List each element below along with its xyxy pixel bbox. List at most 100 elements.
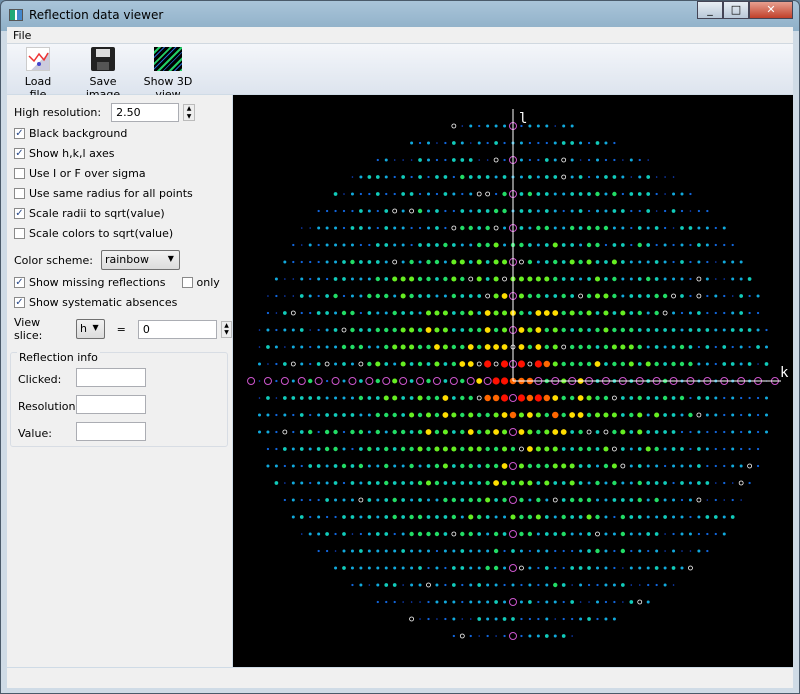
reflection-point[interactable] [317, 430, 320, 434]
menu-file[interactable]: File [13, 29, 32, 42]
reflection-point[interactable] [435, 515, 439, 519]
reflection-point[interactable] [342, 362, 346, 366]
reflection-point[interactable] [334, 226, 338, 230]
reflection-point[interactable] [368, 192, 371, 196]
reflection-point[interactable] [500, 377, 509, 385]
reflection-point[interactable] [409, 362, 414, 366]
reflection-point[interactable] [409, 192, 414, 196]
reflection-point[interactable] [671, 209, 676, 213]
reflection-point[interactable] [477, 481, 482, 485]
reflection-point[interactable] [451, 276, 457, 282]
missing-reflection[interactable] [519, 446, 524, 452]
only-checkbox[interactable] [181, 277, 193, 288]
reflection-point[interactable] [503, 243, 507, 247]
reflection-point[interactable] [393, 566, 397, 570]
reflection-point[interactable] [502, 532, 507, 536]
reflection-point[interactable] [410, 175, 413, 179]
reflection-point[interactable] [359, 243, 363, 247]
reflection-point[interactable] [672, 584, 675, 586]
reflection-point[interactable] [309, 515, 312, 519]
reflection-point[interactable] [400, 293, 406, 299]
reflection-point[interactable] [654, 361, 659, 367]
reflection-point[interactable] [621, 447, 625, 451]
reflection-point[interactable] [325, 396, 329, 400]
reflection-point[interactable] [368, 243, 371, 247]
reflection-point[interactable] [714, 413, 718, 417]
reflection-point[interactable] [713, 515, 718, 519]
reflection-point[interactable] [570, 447, 574, 451]
reflection-point[interactable] [671, 361, 676, 367]
reflection-point[interactable] [764, 362, 769, 366]
reflection-point[interactable] [367, 549, 371, 553]
reflection-point[interactable] [612, 226, 616, 230]
reflection-point[interactable] [400, 361, 406, 367]
reflection-point[interactable] [468, 327, 473, 333]
reflection-point[interactable] [519, 497, 524, 503]
reflection-point[interactable] [723, 430, 726, 434]
reflection-point[interactable] [351, 176, 354, 178]
reflection-point[interactable] [469, 549, 473, 553]
reflection-point[interactable] [460, 395, 465, 401]
reflection-point[interactable] [731, 396, 735, 400]
reflection-point[interactable] [527, 276, 533, 282]
reflection-point[interactable] [671, 447, 676, 451]
reflection-point[interactable] [672, 515, 676, 519]
missing-reflection[interactable] [485, 191, 491, 197]
reflection-point[interactable] [418, 311, 422, 315]
reflection-point[interactable] [519, 226, 524, 230]
reflection-point[interactable] [417, 327, 423, 333]
reflection-point[interactable] [527, 480, 533, 486]
reflection-point[interactable] [629, 481, 633, 485]
reflection-point[interactable] [689, 550, 692, 552]
reflection-point[interactable] [697, 464, 701, 468]
reflection-point[interactable] [544, 344, 549, 350]
reflection-point[interactable] [620, 344, 626, 350]
reflection-point[interactable] [461, 618, 464, 620]
reflection-point[interactable] [655, 583, 658, 587]
reflection-point[interactable] [350, 396, 354, 400]
reflection-point[interactable] [527, 531, 533, 537]
reflection-point[interactable] [638, 549, 642, 553]
reflection-point[interactable] [714, 243, 717, 247]
reflection-point[interactable] [460, 310, 465, 316]
reflection-point[interactable] [350, 498, 354, 502]
reflection-point[interactable] [731, 277, 735, 281]
reflection-point[interactable] [358, 429, 364, 435]
reflection-point[interactable] [528, 226, 532, 230]
reflection-point[interactable] [359, 379, 363, 383]
reflection-point[interactable] [714, 532, 717, 536]
reflection-point[interactable] [535, 446, 541, 452]
reflection-point[interactable] [697, 311, 701, 315]
reflection-point[interactable] [621, 243, 625, 247]
reflection-point[interactable] [723, 464, 726, 468]
reflection-point[interactable] [680, 413, 684, 417]
reflection-point[interactable] [384, 498, 389, 502]
reflection-point[interactable] [426, 531, 431, 537]
reflection-point[interactable] [469, 634, 472, 638]
reflection-point[interactable] [468, 310, 474, 316]
reflection-point[interactable] [359, 328, 363, 332]
reflection-point[interactable] [654, 497, 659, 503]
reflection-point[interactable] [452, 617, 456, 621]
reflection-point[interactable] [655, 464, 659, 468]
reflection-point[interactable] [452, 209, 455, 213]
reflection-point[interactable] [748, 413, 752, 417]
reflection-point[interactable] [419, 601, 421, 603]
missing-reflection[interactable] [493, 225, 499, 231]
reflection-point[interactable] [527, 463, 533, 469]
reflection-point[interactable] [451, 412, 457, 418]
reflection-point[interactable] [571, 584, 573, 586]
reflection-point[interactable] [705, 447, 709, 451]
reflection-point[interactable] [275, 447, 278, 451]
reflection-point[interactable] [747, 277, 752, 281]
reflection-point[interactable] [434, 395, 440, 401]
reflection-point[interactable] [663, 362, 667, 366]
reflection-point[interactable] [553, 276, 558, 282]
reflection-point[interactable] [534, 360, 542, 368]
reflection-point[interactable] [587, 192, 591, 196]
reflection-point[interactable] [748, 396, 751, 400]
reflection-point[interactable] [748, 447, 751, 451]
reflection-point[interactable] [587, 566, 591, 570]
reflection-point[interactable] [484, 360, 492, 368]
missing-reflection[interactable] [485, 293, 491, 299]
